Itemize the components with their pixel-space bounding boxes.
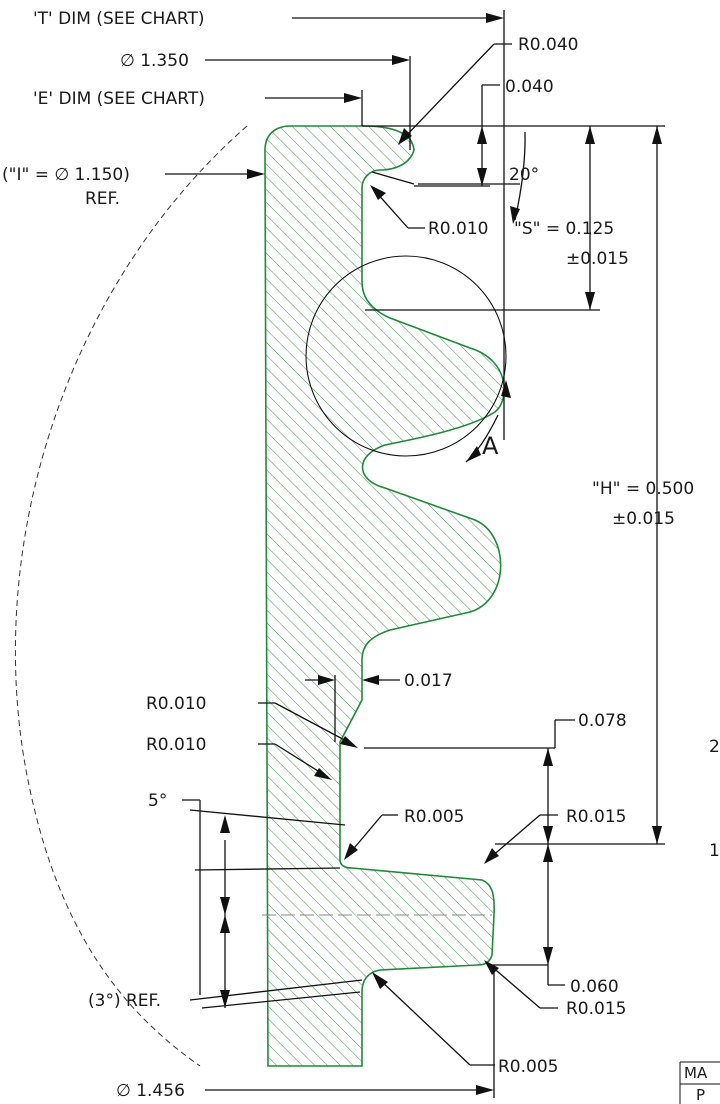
r0010-b-label: R0.010 bbox=[146, 735, 206, 755]
s-tol-label: ±0.015 bbox=[566, 249, 629, 269]
d0078-label: 0.078 bbox=[578, 711, 627, 731]
angle-5-label: 5° bbox=[148, 791, 167, 811]
r0005-top-label: R0.005 bbox=[404, 807, 464, 827]
edge-label-2: 2 bbox=[709, 737, 720, 757]
edge-label-1: 1 bbox=[709, 841, 720, 861]
h-tol-label: ±0.015 bbox=[612, 509, 675, 529]
detail-a-circle bbox=[305, 255, 507, 457]
d0040-label: 0.040 bbox=[505, 77, 554, 97]
e-dim-label: 'E' DIM (SEE CHART) bbox=[33, 89, 205, 109]
t-dim-label: 'T' DIM (SEE CHART) bbox=[33, 9, 205, 29]
section-hatch bbox=[265, 126, 505, 1066]
r0010-top-label: R0.010 bbox=[428, 219, 488, 239]
angle-20-label: 20° bbox=[509, 165, 539, 185]
dia-1350-label: ∅ 1.350 bbox=[120, 51, 189, 71]
d0017-label: 0.017 bbox=[404, 671, 453, 691]
r0010-a-label: R0.010 bbox=[146, 694, 206, 714]
i-dim-label: ("I" = ∅ 1.150) bbox=[2, 165, 130, 185]
ref-label: REF. bbox=[85, 189, 120, 209]
r0015-top-label: R0.015 bbox=[566, 807, 626, 827]
h-dim-label: "H" = 0.500 bbox=[592, 479, 694, 499]
ref-3deg-label: (3°) REF. bbox=[88, 991, 161, 1011]
r0040-label: R0.040 bbox=[518, 35, 578, 55]
dia-1456-label: ∅ 1.456 bbox=[116, 1081, 185, 1101]
r0005-bot-label: R0.005 bbox=[498, 1057, 558, 1077]
d0060-label: 0.060 bbox=[570, 977, 619, 997]
s-dim-label: "S" = 0.125 bbox=[514, 219, 614, 239]
edge-label-p: P bbox=[696, 1086, 705, 1104]
edge-label-ma: MA bbox=[684, 1064, 708, 1082]
detail-boundary-arc bbox=[15, 125, 248, 1067]
r0015-bot-label: R0.015 bbox=[566, 999, 626, 1019]
detail-a-label: A bbox=[482, 432, 499, 460]
